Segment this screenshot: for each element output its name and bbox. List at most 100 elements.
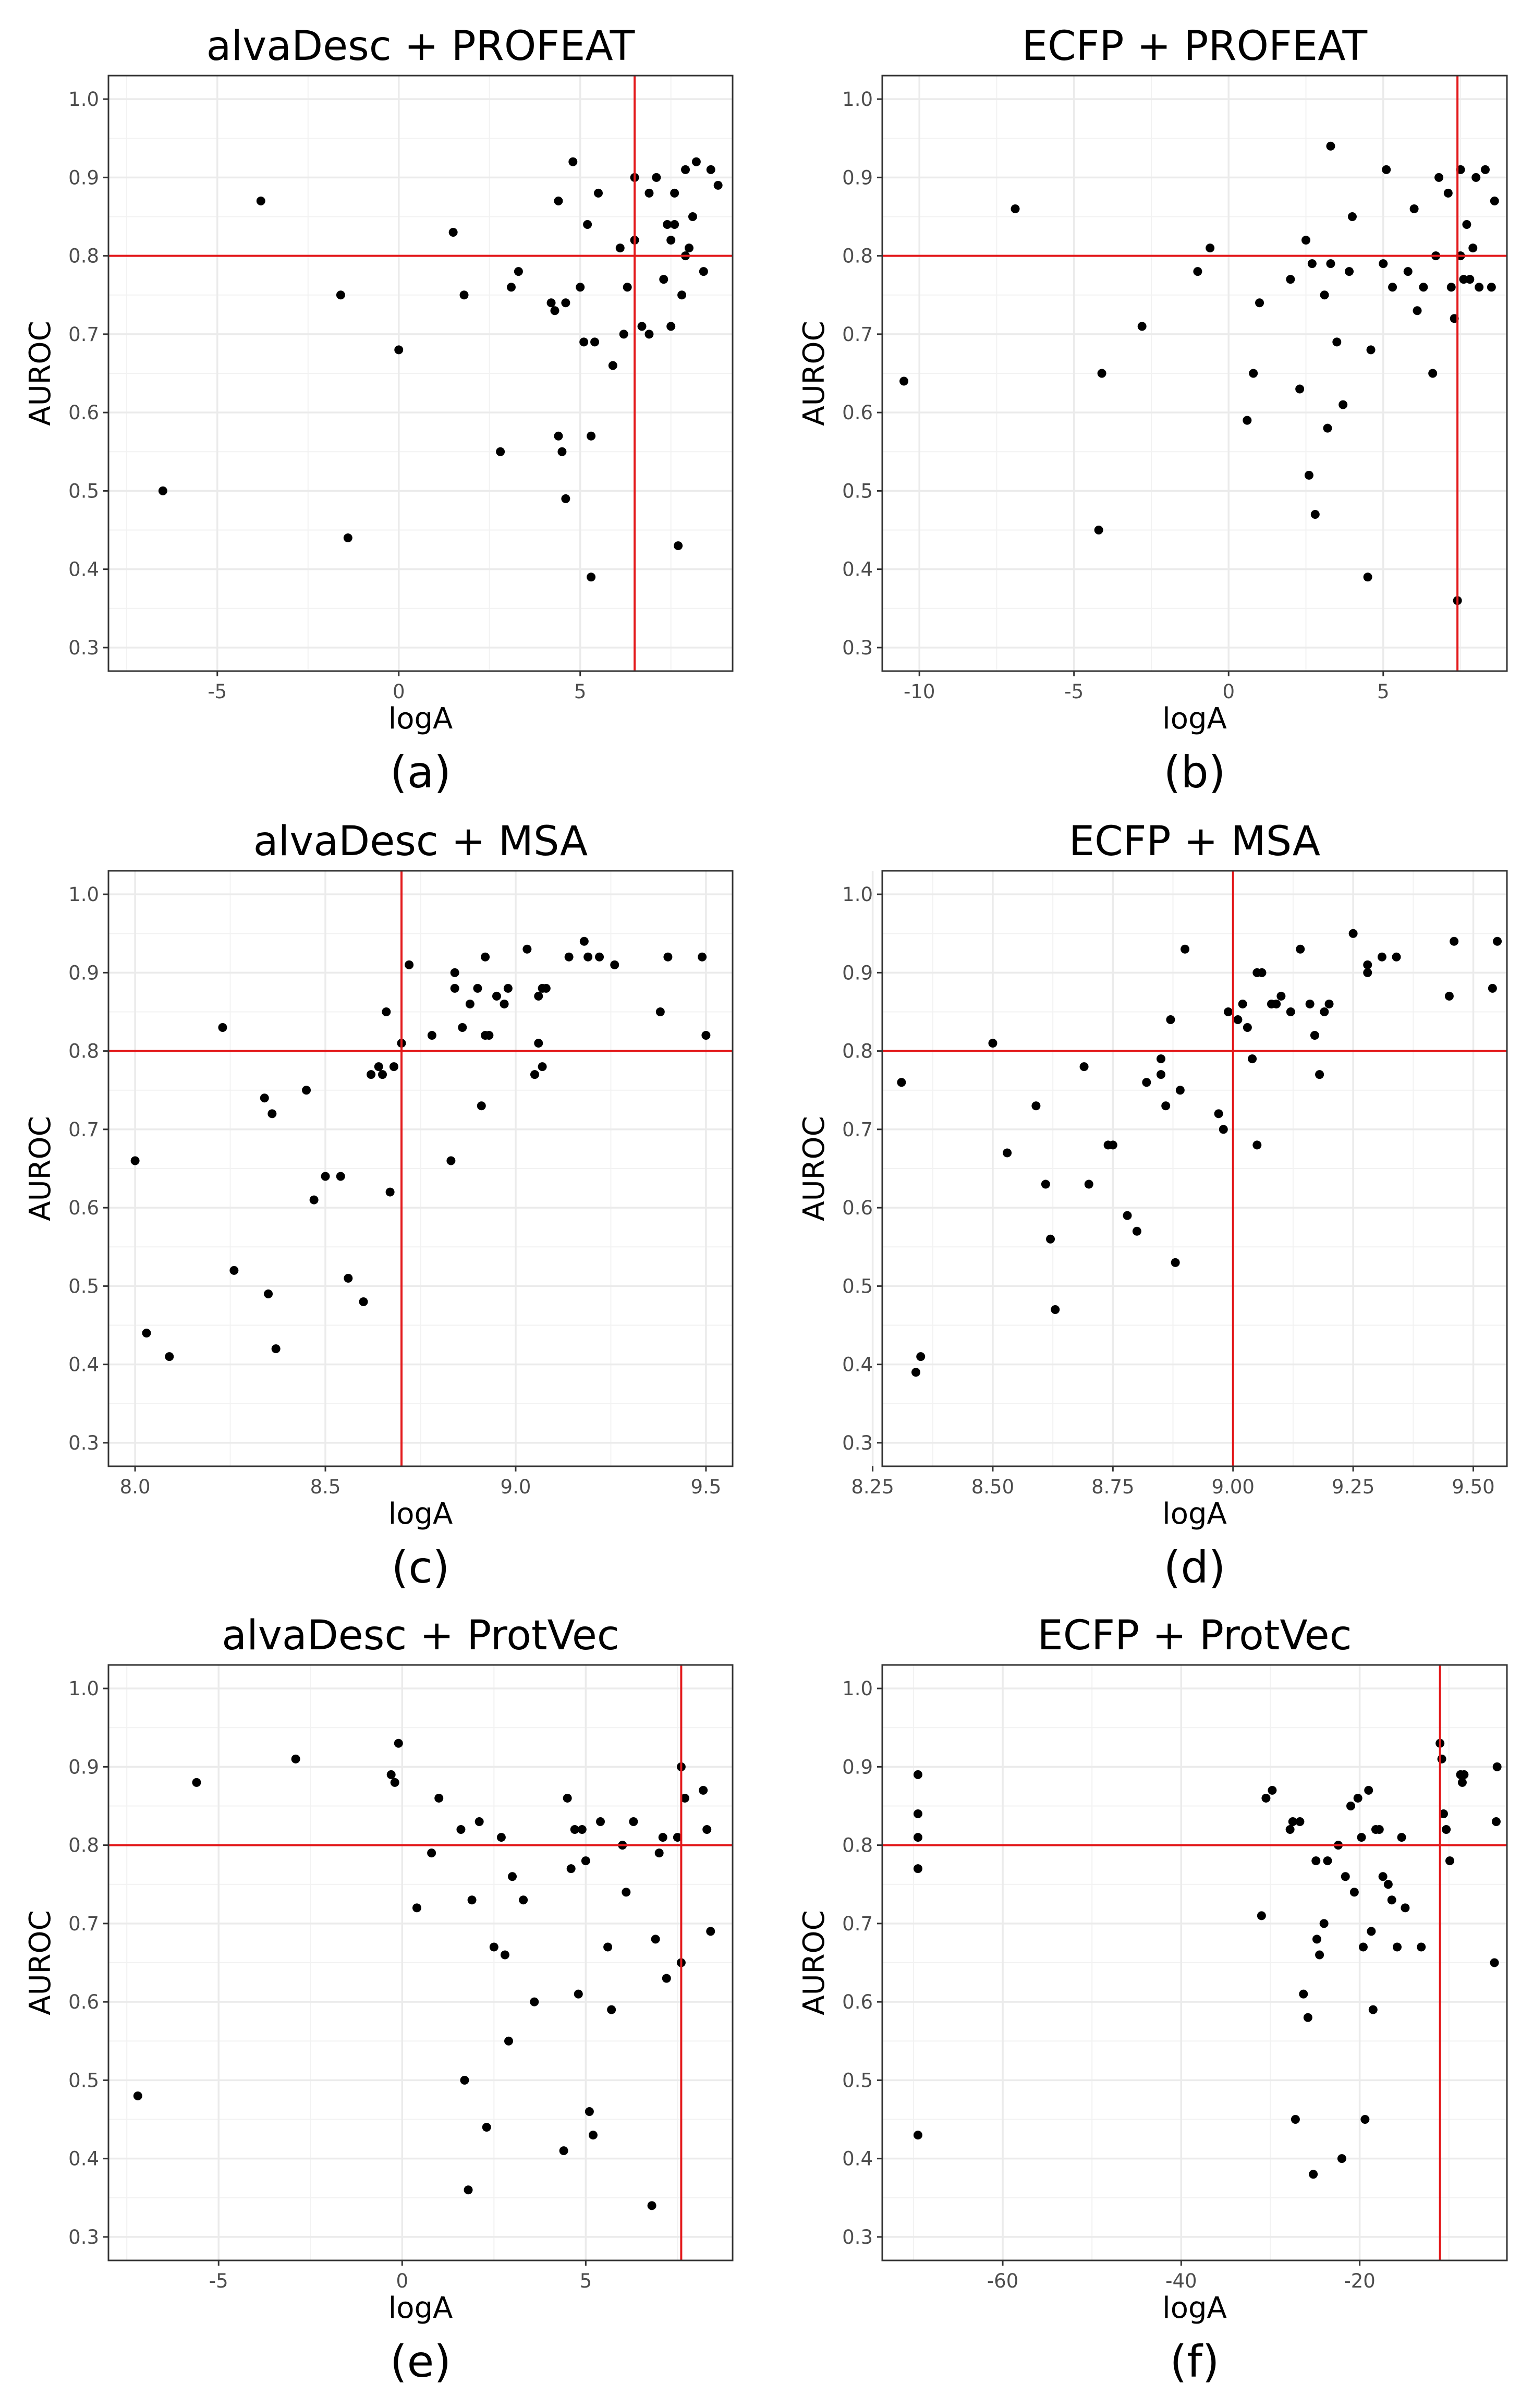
data-point	[1272, 999, 1281, 1008]
data-point	[595, 952, 604, 962]
data-point	[1097, 369, 1106, 378]
y-tick-label: 0.6	[68, 1197, 99, 1219]
data-point	[1459, 275, 1468, 284]
y-axis-label: AUROC	[797, 1910, 831, 2015]
data-point	[1439, 1809, 1448, 1818]
y-tick-label: 0.3	[68, 637, 99, 659]
data-point	[608, 361, 617, 370]
y-tick-label: 0.3	[68, 1432, 99, 1454]
panel-caption: (c)	[392, 1542, 450, 1593]
data-point	[1323, 1856, 1332, 1866]
data-point	[1315, 1950, 1324, 1960]
data-point	[1490, 196, 1499, 205]
y-tick-label: 0.4	[68, 1354, 99, 1376]
data-point	[446, 1156, 456, 1165]
data-point	[706, 165, 715, 174]
data-point	[1320, 1007, 1329, 1016]
data-point	[637, 322, 647, 331]
data-point	[1434, 173, 1444, 182]
data-point	[674, 541, 683, 551]
y-tick-label: 0.7	[68, 1118, 99, 1141]
plot-border	[881, 870, 1508, 1467]
data-point	[1206, 244, 1215, 253]
data-point	[1397, 1833, 1406, 1842]
data-point	[385, 1187, 395, 1197]
data-point	[309, 1195, 319, 1205]
data-point	[563, 1793, 572, 1803]
panel-title: alvaDesc + ProtVec	[222, 1612, 619, 1659]
x-axis-label: logA	[388, 2291, 453, 2325]
panel-caption: (d)	[1164, 1542, 1226, 1593]
data-point	[1248, 1054, 1257, 1064]
data-point	[1171, 1258, 1180, 1267]
x-tick-label: 9.0	[501, 1476, 531, 1498]
y-tick-label: 0.4	[842, 1354, 873, 1376]
y-tick-label: 0.8	[68, 1834, 99, 1857]
data-point	[670, 220, 679, 229]
data-point	[588, 2131, 598, 2140]
data-point	[405, 960, 414, 969]
data-point	[1363, 968, 1372, 977]
data-point	[1137, 322, 1147, 331]
data-point	[1224, 1007, 1233, 1016]
data-point	[561, 298, 570, 308]
y-tick-label: 0.6	[68, 402, 99, 424]
data-point	[1493, 937, 1502, 946]
data-point	[1357, 1833, 1366, 1842]
data-point	[1286, 275, 1295, 284]
data-point	[579, 937, 589, 946]
y-tick-label: 0.7	[842, 323, 873, 346]
y-axis-label: AUROC	[797, 321, 831, 425]
data-point	[1011, 204, 1020, 213]
data-point	[594, 188, 603, 198]
x-tick-label: -60	[987, 2270, 1018, 2292]
data-point	[1323, 423, 1332, 433]
data-point	[899, 376, 909, 386]
data-point	[1123, 1211, 1132, 1220]
data-point	[702, 1825, 712, 1834]
y-tick-label: 0.3	[842, 637, 873, 659]
data-point	[378, 1070, 387, 1079]
data-point	[699, 1785, 708, 1795]
plot-border	[881, 1664, 1508, 2261]
data-point	[271, 1344, 281, 1354]
data-point	[1337, 2154, 1346, 2163]
data-point	[492, 991, 501, 1001]
y-tick-label: 0.3	[842, 1432, 873, 1454]
data-point	[489, 1942, 498, 1952]
x-axis-label: logA	[1162, 1497, 1227, 1531]
data-point	[680, 1793, 689, 1803]
data-point	[1387, 1895, 1396, 1905]
data-point	[913, 1833, 922, 1842]
data-point	[534, 1039, 543, 1048]
data-point	[1031, 1101, 1041, 1111]
data-point	[302, 1086, 311, 1095]
data-point	[1417, 1942, 1426, 1952]
y-tick-label: 0.9	[842, 962, 873, 984]
data-point	[503, 983, 513, 993]
data-point	[1291, 2115, 1300, 2124]
data-point	[450, 968, 459, 977]
data-point	[1094, 526, 1103, 535]
data-point	[916, 1352, 926, 1361]
data-point	[1437, 1754, 1446, 1764]
data-point	[1257, 1911, 1266, 1920]
panel-title: ECFP + PROFEAT	[1022, 23, 1368, 70]
data-point	[541, 983, 551, 993]
data-point	[1409, 204, 1419, 213]
plot-border	[107, 870, 734, 1467]
data-point	[577, 1825, 587, 1834]
data-point	[1243, 416, 1252, 425]
data-point	[1311, 1856, 1321, 1866]
data-point	[1233, 1015, 1243, 1024]
data-point	[374, 1062, 383, 1072]
data-point	[467, 1895, 477, 1905]
y-tick-label: 0.5	[68, 2069, 99, 2091]
data-point	[434, 1793, 444, 1803]
data-point	[1257, 968, 1267, 977]
data-point	[321, 1172, 330, 1181]
data-point	[1383, 1880, 1393, 1889]
data-point	[394, 345, 404, 355]
y-tick-label: 1.0	[68, 883, 99, 906]
data-point	[1315, 1070, 1324, 1079]
